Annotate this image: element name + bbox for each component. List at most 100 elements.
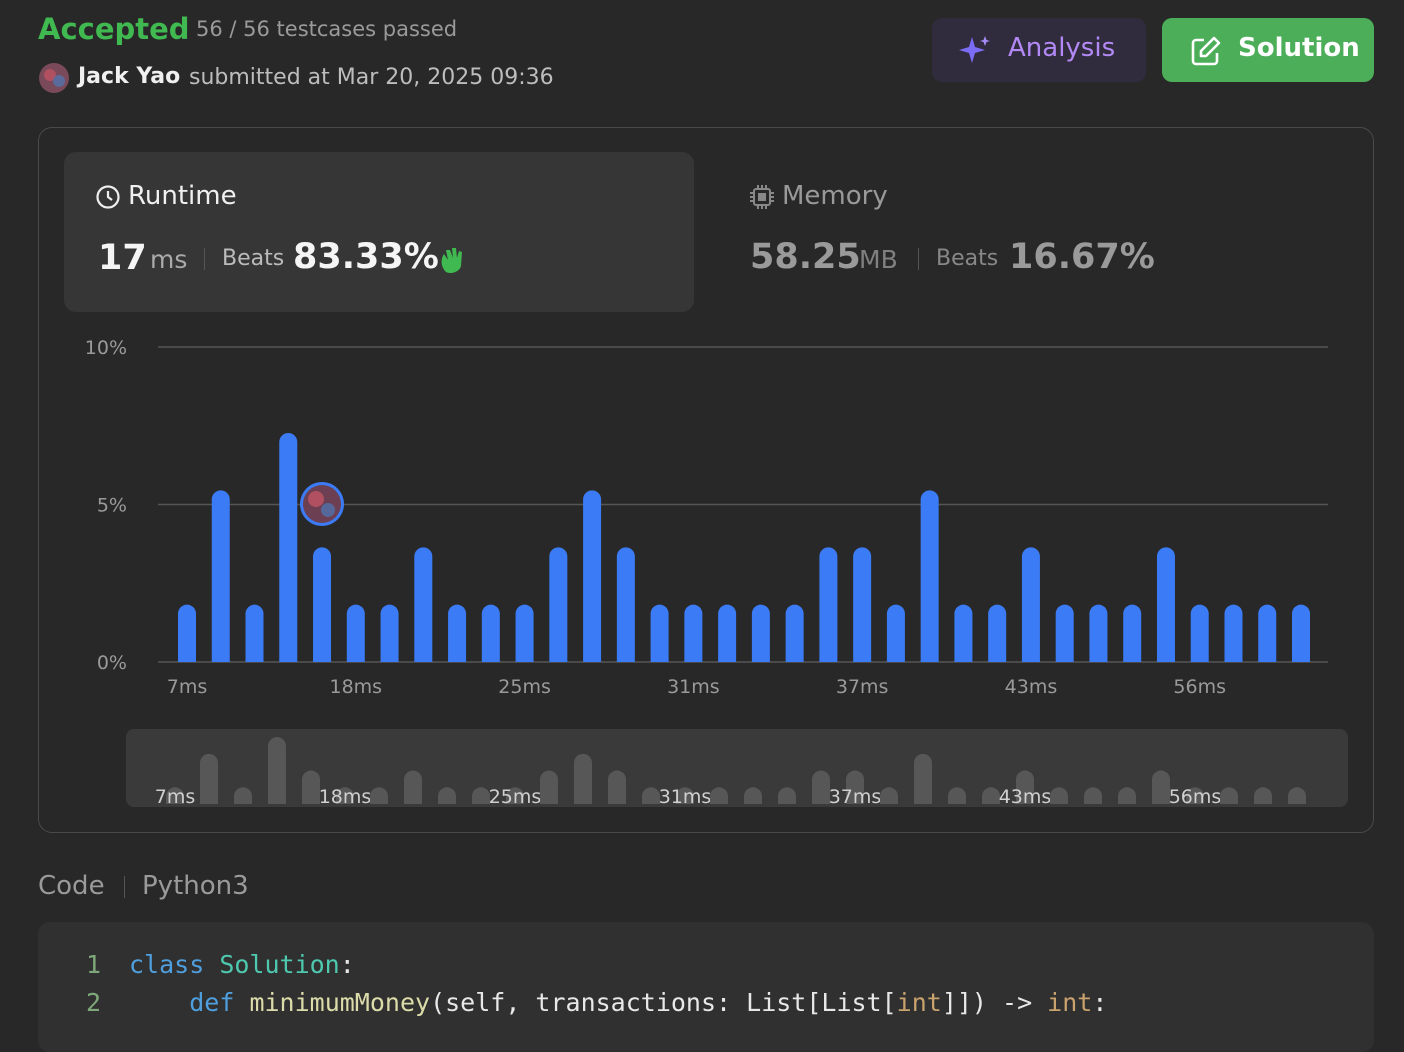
bar: [1021, 547, 1040, 662]
runtime-value: 17: [98, 238, 147, 278]
minimap-bar: [574, 753, 592, 804]
minimap-bar: [404, 770, 422, 804]
memory-title: Memory: [782, 181, 888, 211]
marker-avatar-detail: [321, 503, 335, 517]
code-token: (self, transactions: List[List[: [430, 988, 897, 1017]
minimap-label: 18ms: [319, 786, 372, 808]
minimap-bar: [268, 737, 286, 804]
x-tick-label: 31ms: [667, 676, 720, 698]
user-name[interactable]: Jack Yao: [78, 64, 181, 89]
bar: [684, 604, 703, 662]
solution-button[interactable]: Solution: [1162, 18, 1374, 82]
minimap-bar: [1118, 787, 1136, 804]
x-tick-label: 37ms: [836, 676, 889, 698]
code-token: [234, 988, 249, 1017]
my-submission-marker[interactable]: [300, 482, 344, 526]
solution-label: Solution: [1238, 33, 1360, 63]
minimap-bar: [1152, 770, 1170, 804]
runtime-panel[interactable]: Runtime 17 ms Beats 83.33%: [64, 152, 694, 312]
code-token: int: [896, 988, 942, 1017]
line-number: 1: [86, 950, 102, 979]
code-token: [204, 950, 219, 979]
bar: [785, 604, 804, 662]
minimap-bar: [370, 787, 388, 804]
bar: [549, 547, 568, 662]
divider: [124, 876, 125, 898]
bar: [853, 547, 872, 662]
submitted-at: submitted at Mar 20, 2025 09:36: [189, 65, 554, 90]
bar: [481, 604, 500, 662]
code-token: minimumMoney: [249, 988, 431, 1017]
code-token: class: [129, 950, 205, 979]
sparkle-icon: [959, 36, 990, 63]
y-tick-label: 10%: [85, 337, 127, 359]
memory-beats: 16.67%: [1009, 237, 1155, 277]
runtime-beats: 83.33%: [293, 237, 439, 277]
bar: [380, 604, 399, 662]
y-tick-label: 0%: [97, 652, 127, 674]
code-token: :: [339, 950, 355, 979]
analysis-button[interactable]: Analysis: [932, 18, 1146, 82]
bar: [346, 604, 365, 662]
bar: [448, 604, 467, 662]
bar: [178, 604, 196, 662]
bar: [616, 547, 635, 662]
minimap-bar: [1254, 787, 1272, 804]
bar: [1123, 604, 1142, 662]
code-line: def minimumMoney(self, transactions: Lis…: [129, 988, 1107, 1017]
line-number: 2: [86, 988, 102, 1017]
x-tick-label: 18ms: [329, 676, 382, 698]
divider: [918, 248, 919, 270]
minimap-bar: [438, 787, 456, 804]
bar: [886, 604, 905, 662]
minimap-label: 56ms: [1169, 786, 1222, 808]
minimap-bar: [336, 787, 354, 804]
bar: [650, 604, 669, 662]
bar: [583, 490, 602, 662]
code-token: int: [1047, 988, 1093, 1017]
code-token: Solution: [219, 950, 340, 979]
memory-value: 58.25: [750, 237, 861, 277]
bar: [245, 604, 264, 662]
bar: [1055, 604, 1074, 662]
minimap-bar: [506, 787, 524, 804]
code-label: Code: [38, 871, 105, 901]
minimap-bar: [1050, 787, 1068, 804]
chip-icon: [750, 185, 774, 209]
minimap-bar: [812, 770, 830, 804]
minimap-bar: [302, 770, 320, 804]
status: Accepted: [38, 12, 190, 46]
minimap-label: 7ms: [155, 786, 196, 808]
minimap-label: 31ms: [659, 786, 712, 808]
code-language: Python3: [142, 871, 249, 901]
minimap-bar: [166, 787, 184, 804]
code-block: 1 2 class Solution: def minimumMoney(sel…: [38, 922, 1374, 1052]
minimap-bar: [778, 787, 796, 804]
bar: [515, 604, 534, 662]
bar: [751, 604, 770, 662]
bar: [1190, 604, 1209, 662]
divider: [204, 248, 205, 270]
minimap-label: 43ms: [999, 786, 1052, 808]
bar: [279, 432, 298, 662]
code-token: def: [189, 988, 235, 1017]
minimap-bar: [948, 787, 966, 804]
bar: [1258, 604, 1277, 662]
clock-icon: [96, 185, 120, 209]
y-tick-label: 5%: [97, 495, 127, 517]
x-tick-label: 56ms: [1173, 676, 1226, 698]
minimap-bar: [1084, 787, 1102, 804]
minimap-bar: [234, 787, 252, 804]
minimap-bar: [642, 787, 660, 804]
memory-beats-label: Beats: [936, 246, 999, 271]
minimap-bar: [676, 787, 694, 804]
minimap-bar: [744, 787, 762, 804]
minimap-bar: [846, 770, 864, 804]
bar: [414, 547, 433, 662]
minimap-bar: [200, 753, 218, 804]
bar: [819, 547, 838, 662]
minimap-bar: [710, 787, 728, 804]
minimap-bar: [982, 787, 1000, 804]
memory-unit: MB: [859, 245, 898, 274]
avatar: [39, 63, 69, 93]
